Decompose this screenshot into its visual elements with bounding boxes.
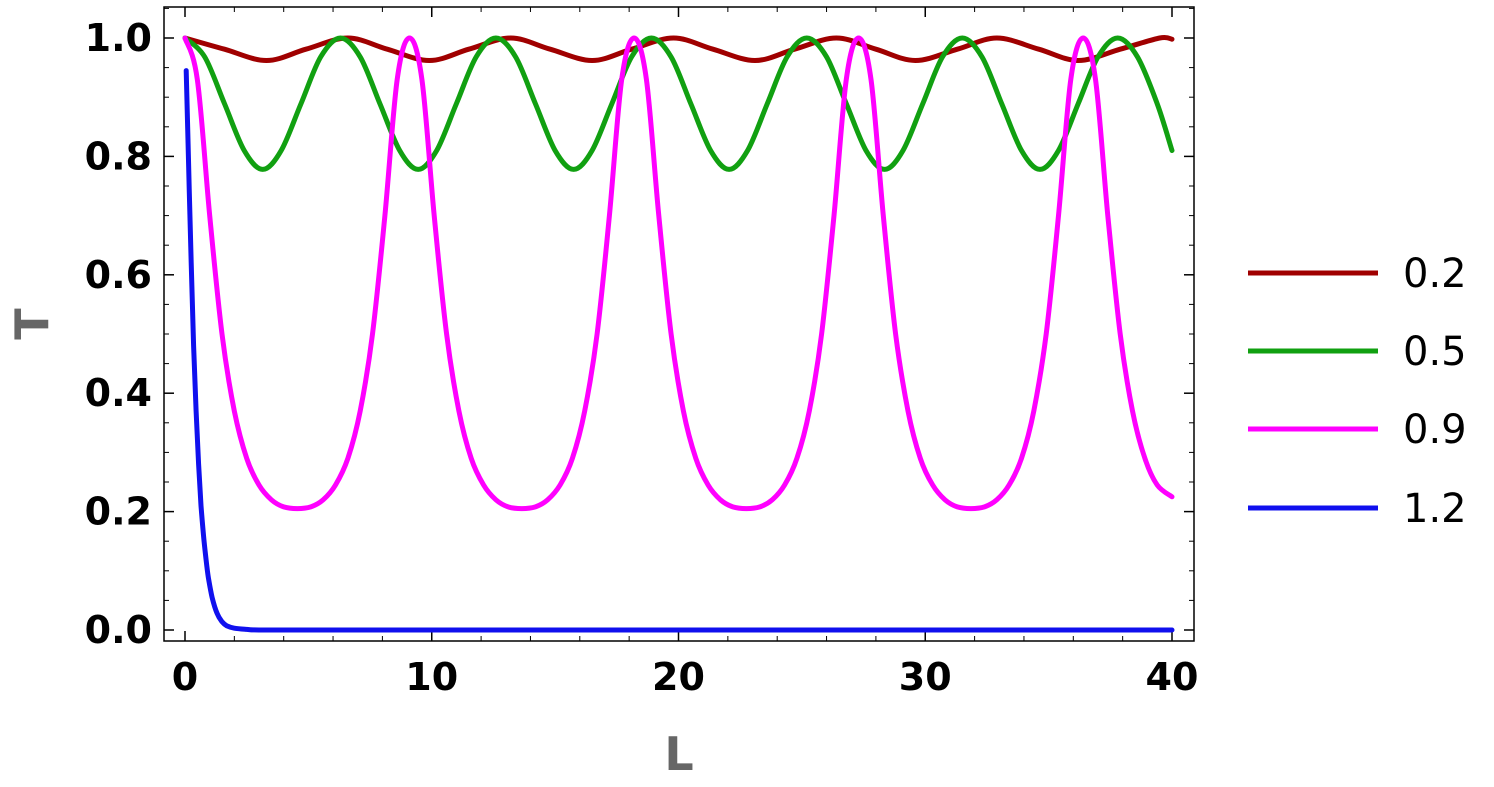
legend-label: 0.9 [1403,407,1467,453]
y-tick-label: 0.2 [85,490,152,534]
legend: 0.2 0.5 0.9 1.2 [1248,251,1467,532]
y-tick-label: 1.0 [85,16,152,60]
legend-label: 0.2 [1403,251,1467,297]
series-line-1.2 [183,68,1175,633]
y-tick-label: 0.4 [85,371,152,415]
x-axis-title: L [664,727,693,781]
series-line-0.2 [182,34,1175,63]
y-axis-title: T [5,308,59,340]
axis-ticks [164,7,1194,641]
x-tick-label: 40 [1146,655,1199,699]
y-tick-label: 0.0 [85,608,152,652]
series-lines [182,34,1175,633]
series-line-0.9 [182,35,1175,512]
plot-area-frame [163,6,1195,642]
legend-label: 1.2 [1403,486,1467,532]
legend-label: 0.5 [1403,329,1467,375]
tick-labels: 0 10 20 30 40 0.0 0.2 0.4 0.6 0.8 1.0 [85,16,1199,699]
x-tick-label: 10 [405,655,458,699]
x-tick-label: 30 [899,655,952,699]
x-tick-label: 0 [172,655,198,699]
y-tick-label: 0.6 [85,253,152,297]
y-tick-label: 0.8 [85,134,152,178]
series-line-0.5 [182,35,1175,172]
x-tick-label: 20 [652,655,705,699]
